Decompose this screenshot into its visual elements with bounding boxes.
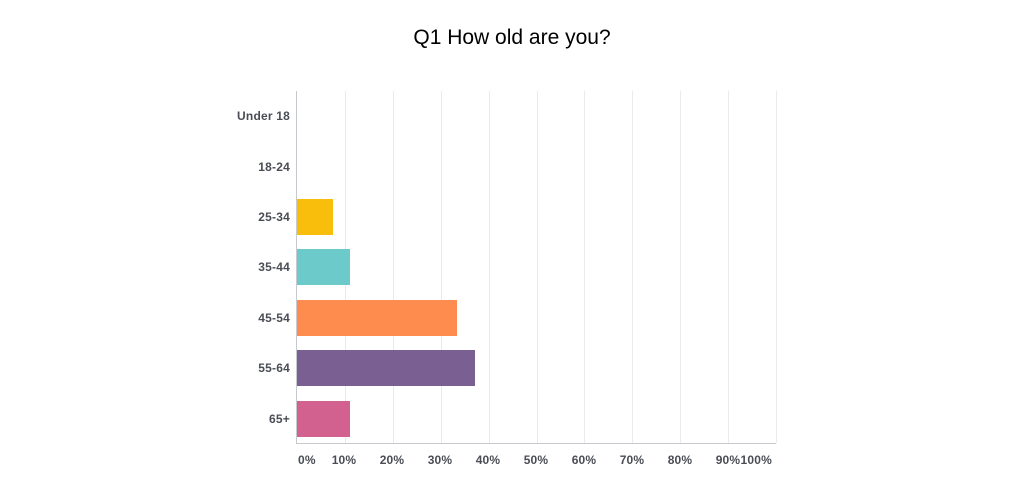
x-tick-label: 80% [667,453,693,467]
chart-row: Under 18 [0,91,1024,141]
gridline-50% [536,91,538,443]
gridline-80% [680,91,682,443]
chart-row: 55-64 [0,343,1024,393]
gridline-20% [392,91,394,443]
x-tick-label: 100% [740,453,772,467]
bar-25-34 [297,199,333,236]
category-label: 25-34 [258,210,290,225]
x-tick-label: 30% [427,453,453,467]
bar-35-44 [297,249,351,286]
gridline-40% [488,91,490,443]
x-tick-label: 90% [715,453,741,467]
category-label: 55-64 [258,361,290,376]
x-tick-label: 40% [475,453,501,467]
x-tick-label: 50% [523,453,549,467]
bar-55-64 [297,350,475,387]
chart-title: Q1 How old are you? [413,26,611,49]
chart-row: 25-34 [0,192,1024,242]
gridline-90% [728,91,730,443]
bar-chart: Under 18 18-24 25-34 35-44 45-54 55-64 65+ 0% 1… [0,91,1024,467]
bar-45-54 [297,299,457,336]
gridline-30% [440,91,442,443]
chart-row: 45-54 [0,293,1024,343]
category-label: 18-24 [258,159,290,174]
x-tick-label: 20% [379,453,405,467]
gridline-60% [584,91,586,443]
x-tick-label: 10% [331,453,357,467]
x-tick-label: 0% [298,453,316,467]
x-tick-label: 60% [571,453,597,467]
gridline-70% [632,91,634,443]
gridline-100% [776,91,777,443]
chart-row: 65+ [0,394,1024,444]
category-label: Under 18 [237,109,290,124]
chart-row: 18-24 [0,141,1024,191]
x-tick-label: 70% [619,453,645,467]
category-label: 35-44 [258,260,290,275]
category-label: 45-54 [258,310,290,325]
chart-row: 35-44 [0,242,1024,292]
category-label: 65+ [269,411,290,426]
bar-65+ [297,400,351,437]
